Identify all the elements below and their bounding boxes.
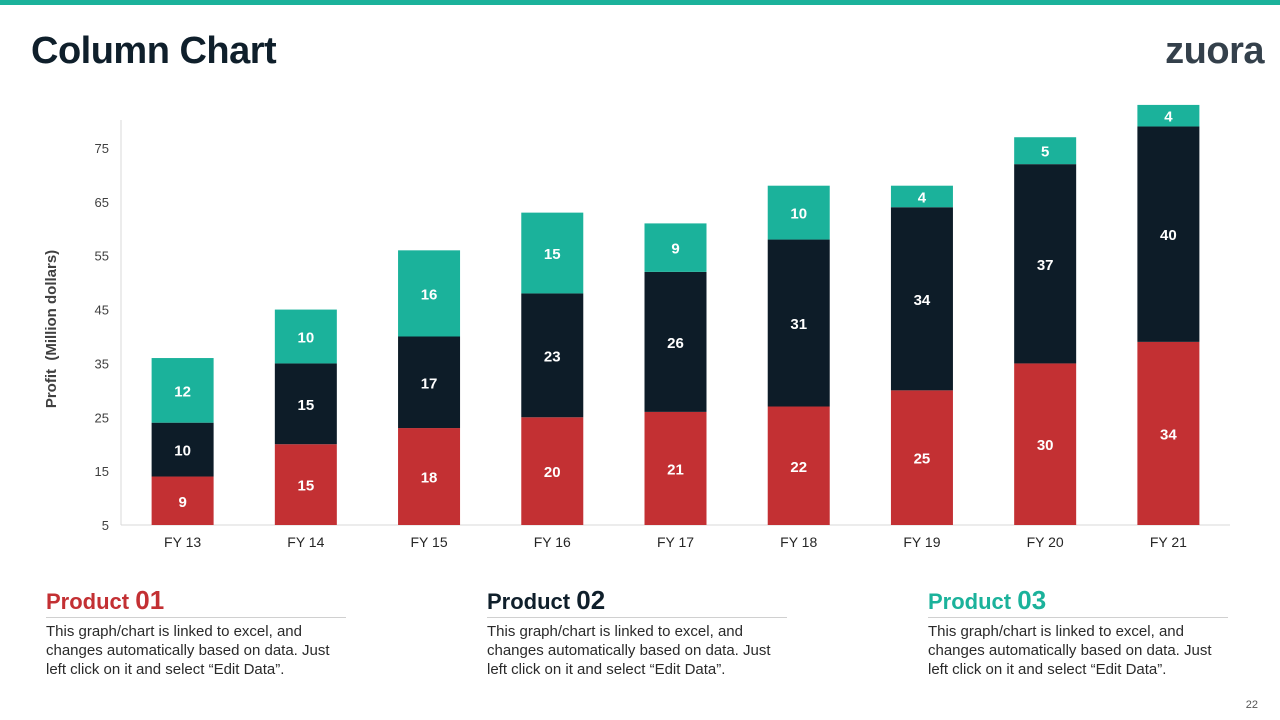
x-tick-label: FY 18 (780, 534, 817, 550)
product-02-description: This graph/chart is linked to excel, and… (487, 623, 771, 678)
data-label: 25 (914, 451, 931, 468)
product-03-block: Product 03 This graph/chart is linked to… (928, 586, 1228, 679)
x-tick-label: FY 16 (534, 534, 571, 550)
x-tick-label: FY 19 (903, 534, 940, 550)
data-label: 10 (174, 443, 191, 460)
data-label: 17 (421, 375, 438, 392)
product-03-label: Product (928, 589, 1012, 614)
bar-product-01-fy-15 (398, 428, 461, 525)
data-label: 21 (667, 461, 684, 478)
bar-product-03-fy-17 (644, 223, 707, 272)
data-label: 18 (421, 470, 438, 487)
y-tick-label: 15 (95, 464, 109, 479)
y-axis-title: Profit (Million dollars) (43, 250, 60, 408)
data-label: 5 (1041, 144, 1049, 161)
product-02-block: Product 02 This graph/chart is linked to… (487, 586, 787, 679)
data-label: 40 (1160, 227, 1177, 244)
bar-product-02-fy-14 (274, 363, 337, 445)
data-label: 10 (790, 206, 807, 223)
bar-product-02-fy-16 (521, 293, 584, 418)
data-label: 16 (421, 286, 438, 303)
bar-product-03-fy-20 (1014, 137, 1077, 165)
data-label: 10 (297, 330, 314, 347)
product-03-heading: Product 03 (928, 586, 1228, 618)
bar-product-03-fy-16 (521, 212, 584, 294)
y-tick-label: 25 (95, 410, 109, 425)
bar-product-01-fy-17 (644, 411, 707, 525)
bar-product-03-fy-19 (890, 185, 953, 208)
data-label: 15 (544, 246, 561, 263)
page-number: 22 (1245, 699, 1258, 711)
bar-product-03-fy-15 (398, 250, 461, 337)
bar-product-01-fy-21 (1137, 341, 1200, 525)
x-tick-label: FY 15 (411, 534, 448, 550)
data-label: 20 (544, 464, 561, 481)
bar-product-01-fy-18 (767, 406, 830, 525)
product-03-description: This graph/chart is linked to excel, and… (928, 623, 1212, 678)
y-tick-label: 75 (95, 141, 109, 156)
bar-product-03-fy-13 (151, 358, 214, 423)
x-tick-label: FY 21 (1150, 534, 1187, 550)
bar-product-03-fy-14 (274, 309, 337, 364)
bar-product-02-fy-19 (890, 207, 953, 391)
data-label: 23 (544, 348, 561, 365)
data-label: 12 (174, 383, 191, 400)
data-label: 26 (667, 335, 684, 352)
bar-product-02-fy-13 (151, 422, 214, 477)
product-01-number: 01 (135, 585, 165, 615)
y-tick-label: 55 (95, 249, 109, 264)
product-01-heading: Product 01 (46, 586, 346, 618)
bar-product-01-fy-20 (1014, 363, 1077, 525)
bar-product-01-fy-16 (521, 417, 584, 525)
x-tick-label: FY 17 (657, 534, 694, 550)
product-01-label: Product (46, 589, 130, 614)
product-03-number: 03 (1017, 585, 1047, 615)
page-title: Column Chart (31, 30, 277, 72)
x-tick-label: FY 20 (1027, 534, 1064, 550)
product-01-block: Product 01 This graph/chart is linked to… (46, 586, 346, 679)
bar-product-03-fy-18 (767, 185, 830, 240)
y-tick-label: 5 (102, 518, 109, 533)
x-tick-label: FY 13 (164, 534, 201, 550)
data-label: 4 (918, 189, 927, 206)
bar-product-01-fy-13 (151, 476, 214, 525)
top-accent-bar (0, 0, 1280, 5)
bar-product-02-fy-17 (644, 271, 707, 412)
data-label: 31 (790, 316, 807, 333)
data-label: 9 (178, 494, 186, 511)
bar-product-01-fy-19 (890, 390, 953, 525)
y-tick-label: 35 (95, 356, 109, 371)
data-label: 30 (1037, 437, 1054, 454)
zuora-logo: zuora (1165, 30, 1264, 72)
y-tick-label: 65 (95, 195, 109, 210)
data-label: 15 (297, 397, 314, 414)
product-01-description: This graph/chart is linked to excel, and… (46, 623, 330, 678)
data-label: 34 (914, 292, 931, 309)
bar-product-02-fy-15 (398, 336, 461, 429)
bar-product-02-fy-21 (1137, 126, 1200, 342)
bar-product-02-fy-20 (1014, 164, 1077, 364)
data-label: 22 (790, 459, 807, 476)
x-tick-label: FY 14 (287, 534, 324, 550)
data-label: 37 (1037, 257, 1054, 274)
product-02-heading: Product 02 (487, 586, 787, 618)
product-02-label: Product (487, 589, 571, 614)
y-tick-label: 45 (95, 303, 109, 318)
bar-product-01-fy-14 (274, 444, 337, 525)
data-label: 9 (671, 241, 679, 258)
bar-product-03-fy-21 (1137, 104, 1200, 127)
data-label: 15 (297, 478, 314, 495)
data-label: 34 (1160, 426, 1177, 443)
data-label: 4 (1164, 109, 1173, 126)
product-02-number: 02 (576, 585, 606, 615)
bar-product-02-fy-18 (767, 239, 830, 407)
